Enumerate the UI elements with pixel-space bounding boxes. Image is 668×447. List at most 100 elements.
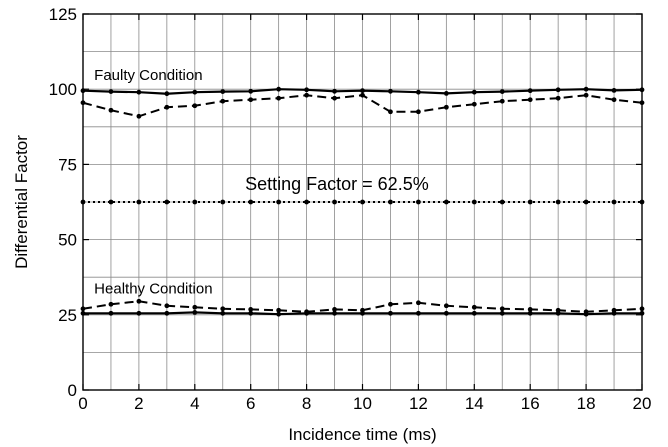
x-tick-label: 14 [465, 394, 484, 413]
data-point [136, 298, 142, 304]
data-point [416, 89, 421, 95]
data-point [276, 307, 282, 313]
data-point [276, 311, 282, 317]
series-1 [80, 86, 645, 97]
data-point [360, 92, 365, 98]
series-4 [80, 298, 645, 315]
annotation-label: Healthy Condition [94, 281, 212, 298]
y-tick-label: 100 [49, 80, 77, 99]
data-point [276, 86, 282, 92]
data-point [332, 310, 337, 316]
data-point [443, 104, 449, 110]
data-point [388, 109, 393, 115]
x-tick-label: 2 [134, 394, 143, 413]
data-point [499, 89, 505, 95]
data-point [108, 89, 114, 95]
data-point [192, 199, 198, 205]
annotation-label: Faulty Condition [94, 67, 202, 84]
y-axis-title: Differential Factor [12, 135, 31, 269]
x-axis-title: Incidence time (ms) [288, 425, 436, 444]
data-point [527, 310, 533, 316]
data-point [108, 301, 114, 307]
data-point [555, 199, 561, 205]
data-point [416, 199, 421, 205]
data-point [388, 301, 393, 307]
data-point [192, 309, 198, 315]
data-point [471, 304, 477, 310]
data-point [304, 199, 309, 205]
x-tick-label: 8 [302, 394, 311, 413]
data-point [471, 101, 477, 107]
data-point [388, 199, 393, 205]
data-point [192, 103, 198, 109]
data-point [304, 87, 309, 93]
data-point [276, 199, 282, 205]
x-tick-label: 4 [190, 394, 199, 413]
data-point [248, 88, 254, 94]
x-tick-label: 10 [353, 394, 372, 413]
data-point [499, 98, 505, 104]
data-point [136, 89, 142, 95]
data-point [220, 306, 226, 312]
data-point [443, 310, 449, 316]
data-point [527, 88, 533, 94]
data-point [499, 199, 505, 205]
data-point [388, 88, 393, 94]
data-point [248, 310, 254, 316]
data-point [583, 199, 589, 205]
data-point [248, 306, 254, 312]
data-point [220, 199, 226, 205]
data-point [332, 88, 337, 94]
data-point [164, 303, 170, 309]
data-point [583, 311, 589, 317]
data-point [443, 91, 449, 96]
y-tick-label: 75 [58, 155, 77, 174]
data-point [164, 91, 170, 97]
data-point [360, 310, 365, 316]
data-point [388, 310, 393, 316]
data-point [136, 113, 142, 119]
series-3 [80, 199, 645, 205]
y-tick-label: 50 [58, 231, 77, 250]
data-point [527, 306, 533, 312]
data-point [332, 95, 337, 101]
data-point [220, 310, 226, 316]
y-tick-label: 0 [68, 381, 77, 400]
y-tick-label: 25 [58, 306, 77, 325]
data-point [499, 310, 505, 316]
data-point [611, 199, 617, 205]
data-point [108, 310, 114, 316]
data-point [471, 310, 477, 316]
data-point [583, 92, 589, 98]
data-point [471, 199, 477, 205]
data-point [108, 199, 114, 205]
data-point [192, 304, 198, 310]
x-tick-label: 0 [78, 394, 87, 413]
annotation-label: Setting Factor = 62.5% [245, 174, 429, 194]
data-point [527, 97, 533, 103]
data-point [304, 92, 309, 98]
data-point [108, 107, 114, 113]
data-point [164, 104, 170, 110]
data-point [332, 199, 337, 205]
x-tick-label: 6 [246, 394, 255, 413]
data-point [527, 199, 533, 205]
x-tick-label: 18 [577, 394, 596, 413]
x-tick-label: 20 [633, 394, 652, 413]
data-point [443, 303, 449, 309]
data-point [416, 109, 421, 115]
data-point [248, 97, 254, 103]
data-point [164, 310, 170, 316]
data-point [136, 199, 142, 205]
data-point [583, 86, 589, 92]
data-point [443, 199, 449, 205]
data-point [555, 310, 561, 316]
data-point [136, 310, 142, 316]
data-point [220, 98, 226, 104]
data-point [555, 87, 561, 93]
data-point [192, 89, 198, 95]
y-tick-label: 125 [49, 5, 77, 24]
data-point [164, 199, 170, 205]
x-tick-label: 12 [409, 394, 428, 413]
